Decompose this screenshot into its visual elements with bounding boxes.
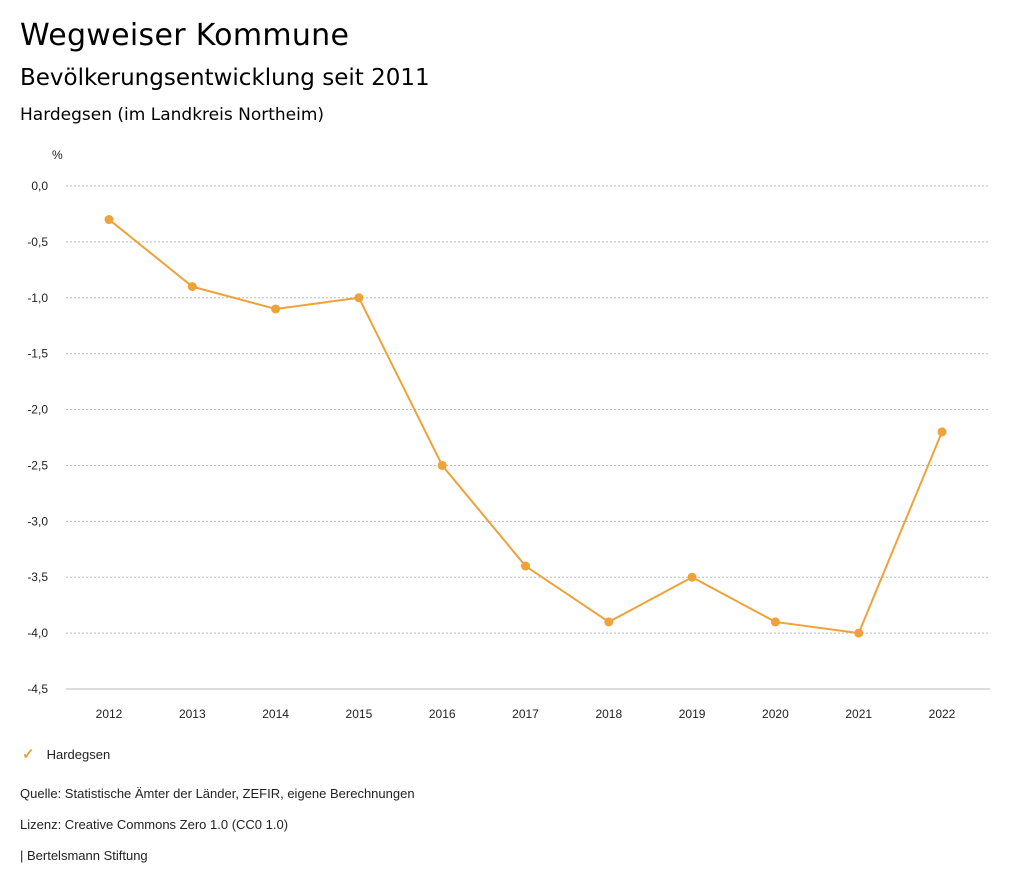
source-note: Quelle: Statistische Ämter der Länder, Z…	[20, 786, 415, 801]
x-tick-label: 2022	[929, 707, 956, 721]
x-tick-label: 2016	[429, 707, 456, 721]
x-tick-label: 2017	[512, 707, 539, 721]
checkmark-icon[interactable]: ✓	[22, 746, 35, 763]
x-tick-label: 2019	[679, 707, 706, 721]
page-title: Wegweiser Kommune	[20, 18, 350, 53]
x-tick-label: 2014	[262, 707, 289, 721]
series-line	[108, 218, 943, 635]
license-note: Lizenz: Creative Commons Zero 1.0 (CC0 1…	[20, 817, 289, 832]
data-point	[770, 617, 780, 627]
data-point	[687, 572, 697, 582]
y-tick-label: -3,5	[27, 570, 48, 584]
y-tick-label: -3,0	[27, 514, 48, 528]
x-tick-label: 2012	[96, 707, 123, 721]
data-point	[854, 628, 864, 638]
data-point	[937, 427, 947, 437]
publisher-note: | Bertelsmann Stiftung	[20, 848, 148, 863]
y-tick-label: -4,5	[27, 682, 48, 696]
data-point	[187, 282, 197, 292]
data-point	[437, 460, 447, 470]
chart-subtitle: Bevölkerungsentwicklung seit 2011	[20, 65, 430, 91]
x-tick-label: 2018	[595, 707, 622, 721]
y-axis-unit-label: %	[52, 148, 63, 162]
x-tick-label: 2015	[346, 707, 373, 721]
y-tick-label: -2,0	[27, 403, 48, 417]
data-point	[604, 617, 614, 627]
x-tick-label: 2020	[762, 707, 789, 721]
y-tick-label: 0,0	[31, 179, 48, 193]
x-tick-label: 2021	[845, 707, 872, 721]
y-tick-label: -1,5	[27, 347, 48, 361]
y-tick-label: -2,5	[27, 458, 48, 472]
legend-label: Hardegsen	[46, 746, 111, 762]
chart-legend[interactable]: ✓ Hardegsen	[22, 745, 110, 763]
y-tick-label: -4,0	[27, 626, 48, 640]
x-tick-label: 2013	[179, 707, 206, 721]
y-tick-label: -1,0	[27, 291, 48, 305]
data-point	[521, 561, 530, 571]
region-label: Hardegsen (im Landkreis Northeim)	[20, 105, 325, 125]
data-point	[271, 304, 281, 314]
data-point	[354, 293, 364, 303]
y-tick-label: -0,5	[27, 235, 48, 249]
data-point	[104, 215, 114, 225]
